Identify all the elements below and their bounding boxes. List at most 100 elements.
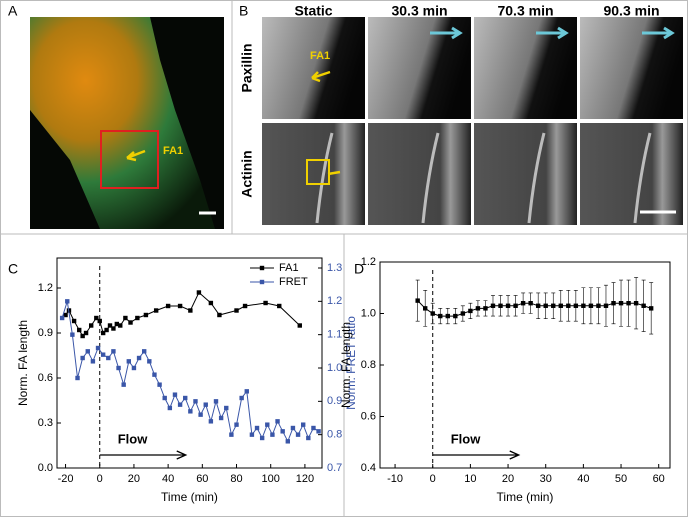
data-point [128,320,133,325]
x-tick-label: 50 [615,473,627,485]
fa-label: FA1 [163,145,183,157]
panel-letter: B [239,3,248,19]
data-point [581,303,586,308]
data-point [177,402,183,407]
data-point [295,432,301,437]
data-point [249,432,255,437]
data-point [498,303,503,308]
data-point [90,359,96,364]
data-point [88,323,94,328]
data-point [104,327,109,333]
y2-tick-label: 1.3 [327,262,342,274]
data-point [85,349,90,354]
micrograph [368,123,471,225]
panel-letter: C [8,261,18,277]
x-tick-label: -20 [58,473,74,485]
data-point [415,298,420,303]
x-tick-label: 20 [502,473,514,485]
cell-image [30,17,215,229]
legend-marker [259,265,265,271]
flow-arrow [432,450,521,460]
data-point [218,415,224,421]
flow-label: Flow [118,431,148,446]
data-point [596,303,601,308]
legend-label: FRET [279,276,308,288]
data-point [94,315,99,321]
y2-tick-label: 1.1 [327,329,342,341]
data-point [254,425,260,431]
data-point [520,301,526,306]
data-point [535,303,541,308]
fiber [633,132,652,224]
x-tick-label: 60 [196,473,208,485]
data-point [188,409,193,414]
data-point [177,303,183,309]
data-point [430,311,435,316]
y-tick-label: 0.4 [361,462,376,474]
data-point [80,355,85,361]
panel-letter: A [8,3,18,19]
data-point [285,439,291,444]
data-point [71,318,77,324]
data-point [229,432,234,437]
y-tick-label: 0.3 [38,417,53,429]
data-point [311,425,316,431]
data-point [162,395,167,401]
y2-tick-label: 1.2 [327,295,342,307]
panel-letter: D [354,261,364,277]
fa-label: FA1 [310,50,330,62]
data-point [641,303,646,308]
data-point [242,303,248,309]
x-tick-label: 0 [97,473,103,485]
data-point [188,308,193,313]
fiber [527,132,546,224]
column-header: 30.3 min [391,3,447,19]
data-point [483,306,488,311]
x-tick-label: 60 [653,473,665,485]
data-point [234,422,239,427]
data-point [152,372,157,377]
data-point [203,402,208,407]
data-point [263,300,268,306]
y2-tick-label: 0.8 [327,429,342,441]
arrow [327,170,341,176]
data-point [588,303,594,308]
fiber [421,132,440,224]
data-point [157,382,162,387]
y2-tick-label: 1.0 [327,362,342,374]
micrograph [474,123,577,225]
data-point [198,412,203,417]
x-axis-label: Time (min) [161,490,218,504]
data-point [131,365,137,371]
data-point [97,318,102,324]
data-point [280,429,285,434]
data-point [239,395,244,401]
data-point [259,435,265,441]
roi-box [306,159,330,185]
x-tick-label: 20 [128,473,140,485]
data-point [75,375,80,381]
data-point [167,405,173,411]
micrograph [262,17,365,119]
data-point [244,389,249,394]
data-point [121,382,126,387]
micrograph [262,123,365,225]
data-point [77,327,82,333]
data-point [213,399,219,404]
data-point [505,303,511,308]
column-header: 70.3 min [497,3,553,19]
data-point [648,306,654,311]
data-point [265,422,270,427]
micrograph [580,123,683,225]
data-point [196,290,202,295]
data-point [165,303,171,309]
data-point [626,301,631,306]
data-point [63,312,68,318]
roi-box [100,130,159,189]
x-tick-label: 120 [296,473,314,485]
data-point [147,359,152,364]
y-tick-label: 1.2 [361,256,376,268]
data-point [275,419,280,424]
data-point [217,312,222,318]
series-line [417,300,652,317]
